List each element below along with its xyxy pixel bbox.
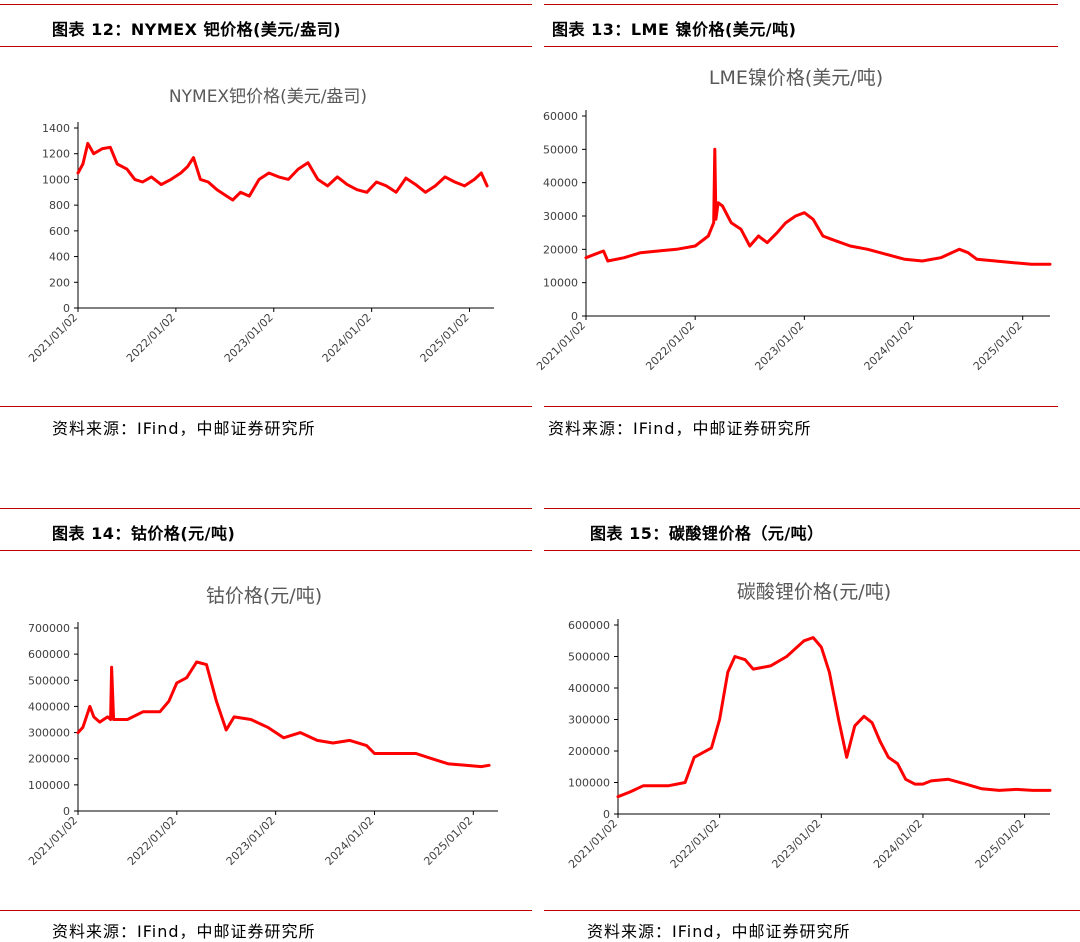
y-tick-label: 0: [603, 808, 610, 821]
y-tick-label: 20000: [543, 243, 578, 256]
y-tick-label: 1000: [42, 173, 70, 186]
y-tick-label: 10000: [543, 277, 578, 290]
y-tick-label: 200000: [568, 745, 610, 758]
top-rule: [0, 4, 532, 5]
top-rule: [544, 508, 1080, 509]
heading-rule: [0, 46, 532, 47]
y-tick-label: 400: [49, 251, 70, 264]
y-tick-label: 700000: [28, 622, 70, 635]
y-tick-label: 600: [49, 225, 70, 238]
x-tick-label: 2023/01/02: [224, 814, 278, 868]
panel-heading: 图表 13：LME 镍价格(美元/吨): [552, 20, 797, 39]
cobalt-chart-svg: 钴价格(元/吨) 0 100000 200000 300000 400000 500000 6…: [26, 585, 498, 868]
source-rule: [0, 910, 532, 911]
x-tick-label: 2022/01/02: [125, 814, 179, 868]
y-tick-label: 0: [63, 302, 70, 315]
x-tick-label: 2025/01/02: [421, 814, 475, 868]
source-note: 资料来源：IFind，中邮证券研究所: [548, 419, 812, 438]
x-tick-label: 2021/01/02: [26, 814, 80, 868]
series-line: [76, 660, 491, 769]
x-tick-label: 2023/01/02: [222, 311, 276, 365]
nickel-chart: LME镍价格(美元/吨) 0 10000 20000 30000 40000 50000 60…: [534, 50, 1058, 400]
source-note: 资料来源：IFind，中邮证券研究所: [587, 922, 851, 941]
y-tick-label: 400000: [28, 700, 70, 713]
y-tick-label: 100000: [28, 779, 70, 792]
y-tick-label: 200: [49, 276, 70, 289]
y-tick-label: 300000: [568, 714, 610, 727]
palladium-chart-svg: NYMEX钯价格(美元/盎司) 0 200 400 600 800 1000 1200 1400…: [26, 87, 494, 365]
y-tick-label: 60000: [543, 110, 578, 123]
source-note: 资料来源：IFind，中邮证券研究所: [52, 419, 316, 438]
x-tick-label: 2024/01/02: [323, 814, 377, 868]
source-note: 资料来源：IFind，中邮证券研究所: [52, 922, 316, 941]
panel-heading: 图表 14：钴价格(元/吨): [52, 524, 236, 543]
chart-title: 钴价格(元/吨): [206, 585, 322, 607]
chart-title: 碳酸锂价格(元/吨): [737, 581, 891, 603]
x-tick-label: 2021/01/02: [534, 319, 588, 373]
y-tick-label: 50000: [543, 143, 578, 156]
x-tick-label: 2024/01/02: [862, 319, 916, 373]
y-tick-label: 0: [571, 310, 578, 323]
y-tick-label: 0: [63, 805, 70, 818]
x-tick-label: 2024/01/02: [320, 311, 374, 365]
y-tick-label: 40000: [543, 177, 578, 190]
y-tick-label: 200000: [28, 753, 70, 766]
heading-rule: [544, 46, 1058, 47]
panel-heading: 图表 15：碳酸锂价格（元/吨）: [590, 524, 824, 543]
y-tick-label: 1200: [42, 148, 70, 161]
source-rule: [0, 406, 532, 407]
nickel-chart-svg: LME镍价格(美元/吨) 0 10000 20000 30000 40000 50000 60…: [534, 67, 1052, 373]
y-tick-label: 600000: [568, 619, 610, 632]
series-line: [584, 147, 1052, 266]
source-rule: [544, 910, 1080, 911]
panel-heading: 图表 12：NYMEX 钯价格(美元/盎司): [52, 20, 342, 39]
y-tick-label: 600000: [28, 648, 70, 661]
chart-title: LME镍价格(美元/吨): [709, 67, 883, 89]
source-rule: [544, 406, 1058, 407]
lithium-carbonate-chart: 碳酸锂价格(元/吨) 0 100000 200000 300000 400000 50000…: [544, 555, 1058, 905]
series-line: [76, 141, 489, 202]
x-tick-label: 2022/01/02: [668, 817, 722, 871]
series-line: [616, 636, 1052, 799]
palladium-chart: NYMEX钯价格(美元/盎司) 0 200 400 600 800 1000 1200 1400…: [0, 50, 532, 400]
x-tick-label: 2022/01/02: [643, 319, 697, 373]
x-tick-label: 2025/01/02: [971, 319, 1025, 373]
top-rule: [544, 4, 1058, 5]
y-tick-label: 300000: [28, 727, 70, 740]
y-tick-label: 400000: [568, 682, 610, 695]
x-tick-label: 2021/01/02: [26, 311, 80, 365]
top-rule: [0, 508, 532, 509]
heading-rule: [544, 550, 1080, 551]
y-tick-label: 30000: [543, 210, 578, 223]
x-tick-label: 2023/01/02: [769, 817, 823, 871]
x-tick-label: 2023/01/02: [752, 319, 806, 373]
y-tick-label: 1400: [42, 122, 70, 135]
y-tick-label: 800: [49, 199, 70, 212]
y-tick-label: 500000: [568, 651, 610, 664]
x-tick-label: 2025/01/02: [973, 817, 1027, 871]
heading-rule: [0, 550, 532, 551]
chart-title: NYMEX钯价格(美元/盎司): [169, 87, 367, 107]
x-tick-label: 2024/01/02: [871, 817, 925, 871]
lithium-carbonate-chart-svg: 碳酸锂价格(元/吨) 0 100000 200000 300000 400000 50000…: [566, 581, 1052, 871]
y-tick-label: 100000: [568, 777, 610, 790]
x-tick-label: 2022/01/02: [124, 311, 178, 365]
y-tick-label: 500000: [28, 674, 70, 687]
cobalt-chart: 钴价格(元/吨) 0 100000 200000 300000 400000 500000 6…: [0, 555, 532, 905]
x-tick-label: 2021/01/02: [566, 817, 620, 871]
x-tick-label: 2025/01/02: [418, 311, 472, 365]
